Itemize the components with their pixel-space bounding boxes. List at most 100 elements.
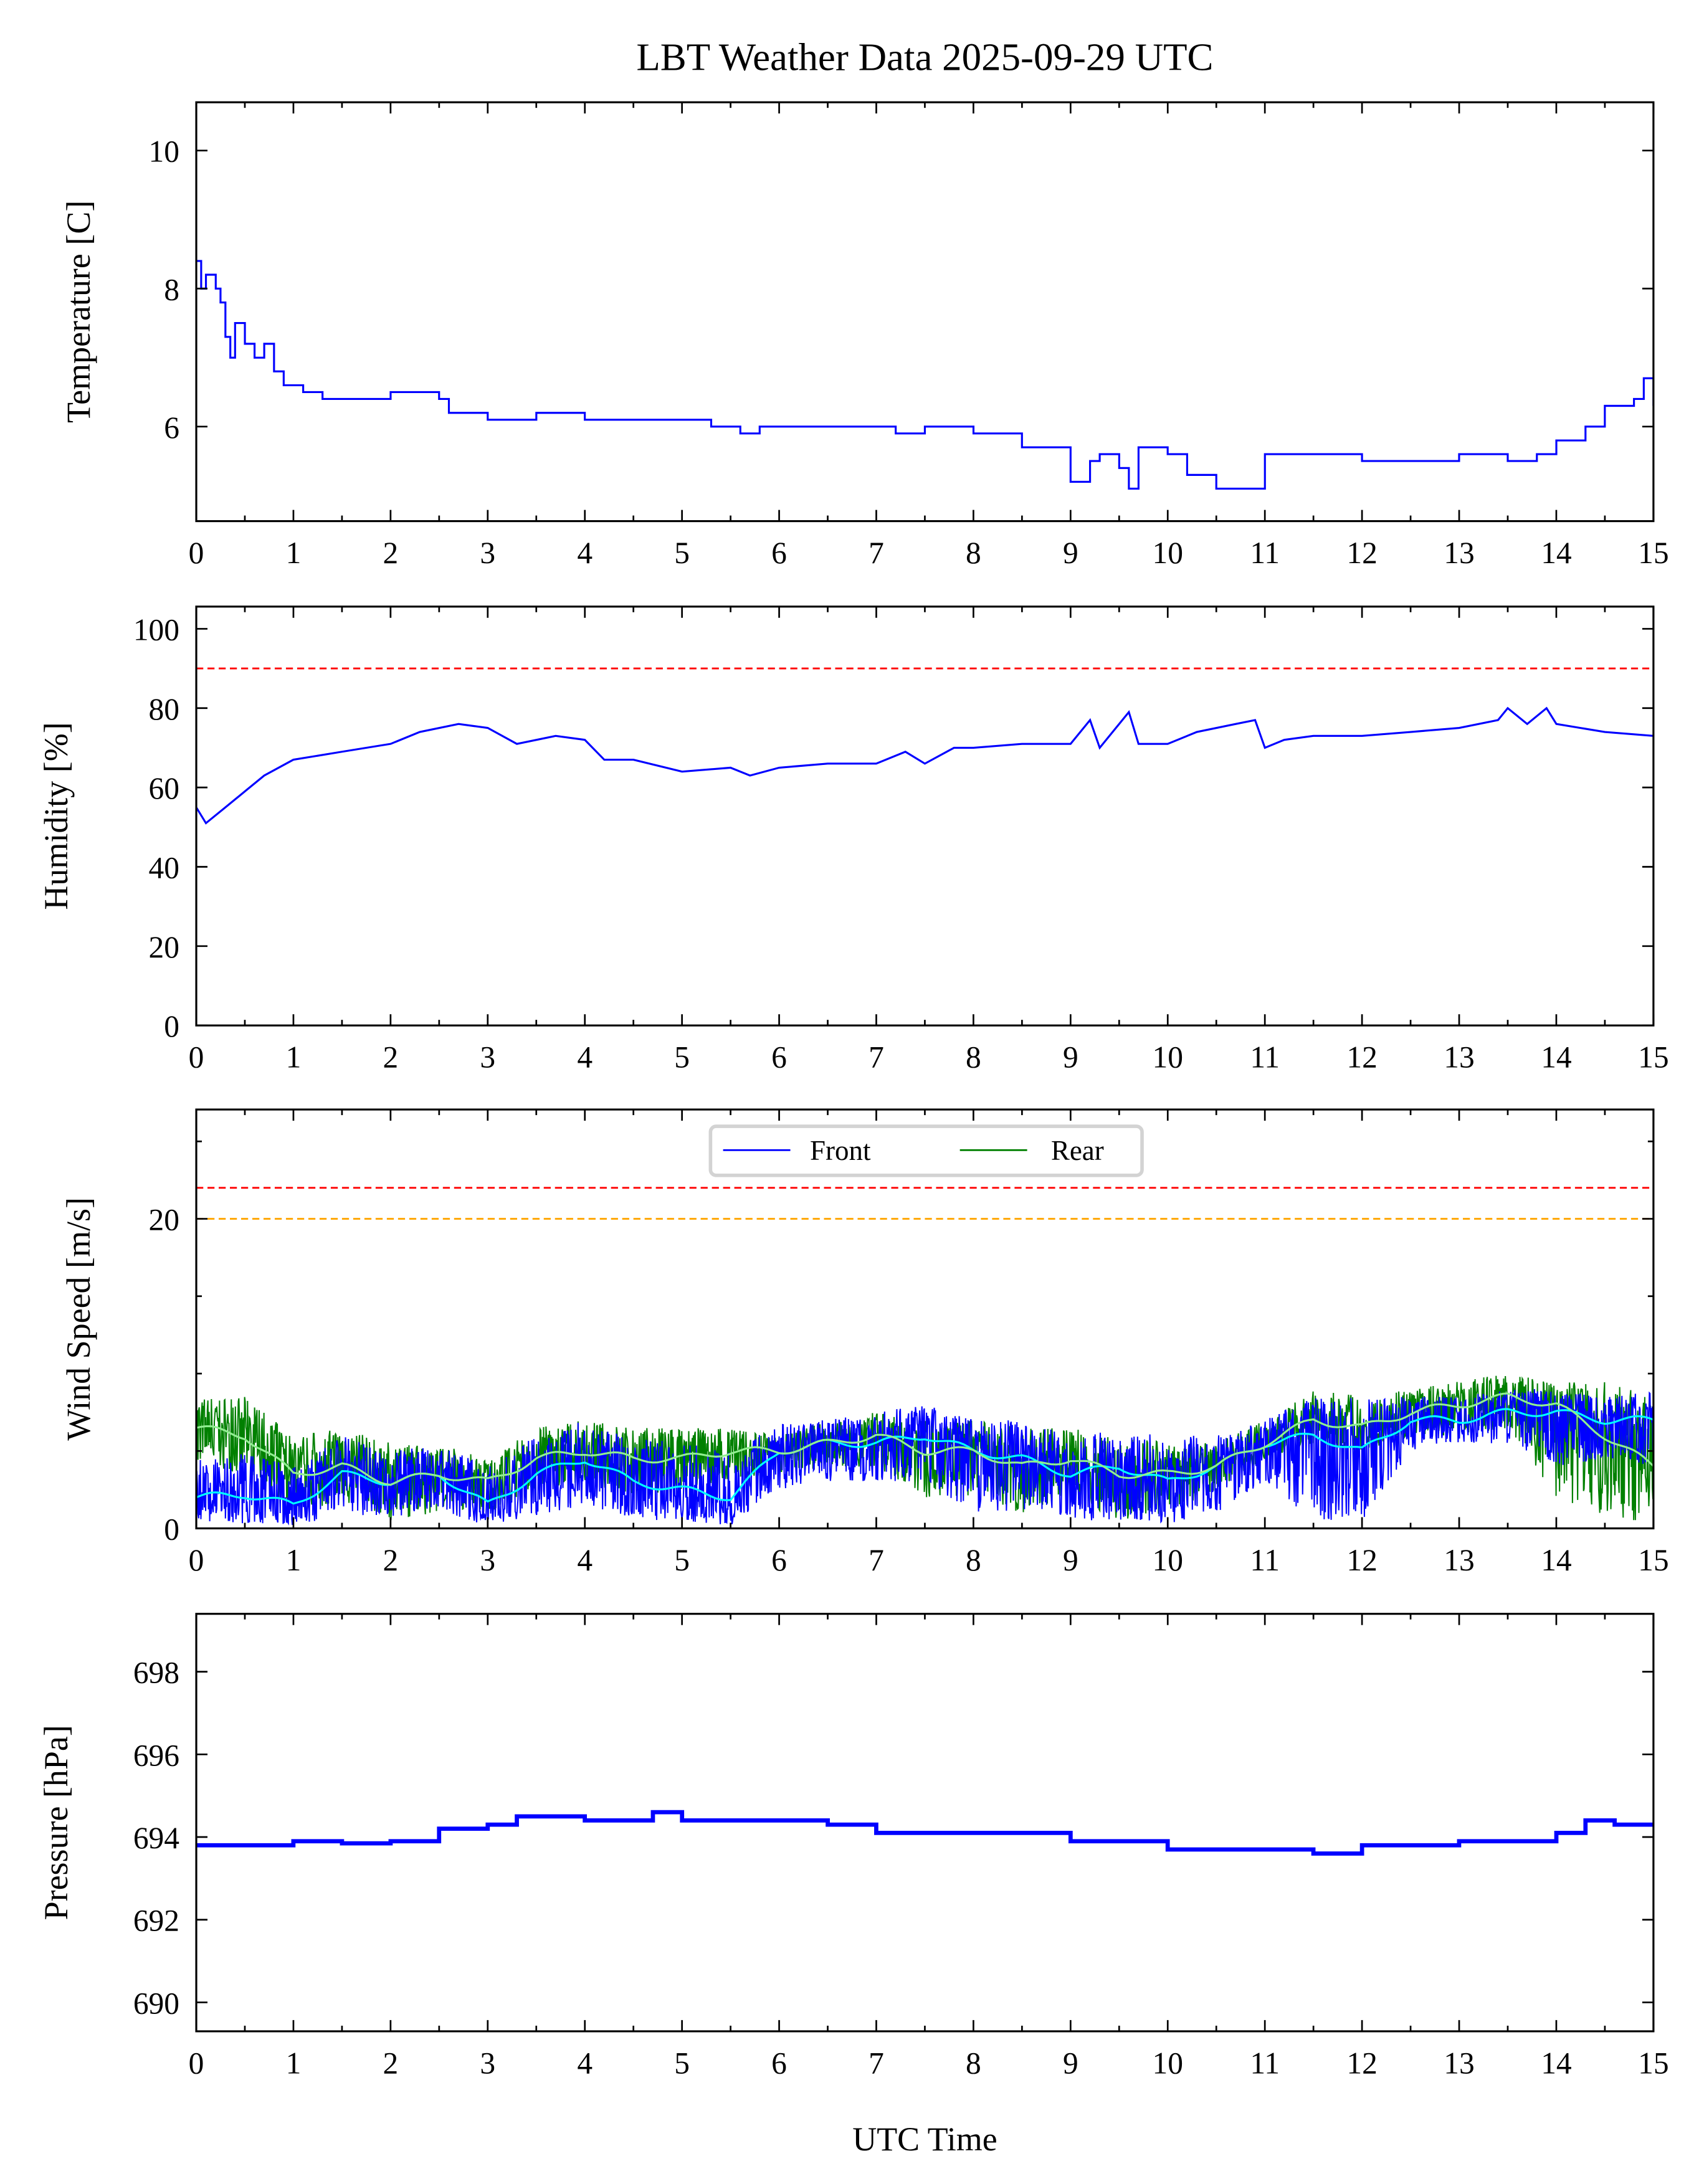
legend-front-label: Front	[810, 1135, 871, 1166]
pressure-axes-frame	[195, 1613, 1655, 2033]
x-tick-label: 12	[1346, 1040, 1377, 1075]
y-tick-label: 0	[164, 1009, 179, 1043]
wind-y-axis-label: Wind Speed [m/s]	[60, 1197, 97, 1441]
x-tick-label: 8	[966, 2046, 981, 2080]
x-tick-label: 6	[771, 1543, 787, 1577]
x-tick-label: 3	[480, 536, 495, 570]
x-tick-label: 2	[383, 2046, 399, 2080]
x-tick-label: 1	[286, 536, 302, 570]
x-tick-label: 8	[966, 1040, 981, 1075]
x-tick-label: 6	[771, 536, 787, 570]
x-tick-label: 10	[1153, 1040, 1183, 1075]
x-tick-label: 3	[480, 1040, 495, 1075]
humidity-y-axis-label: Humidity [%]	[37, 722, 75, 909]
x-tick-label: 13	[1444, 1543, 1474, 1577]
x-tick-label: 10	[1153, 2046, 1183, 2080]
x-tick-label: 15	[1638, 1543, 1668, 1577]
x-tick-label: 12	[1346, 1543, 1377, 1577]
x-tick-label: 11	[1250, 1040, 1280, 1075]
x-tick-label: 8	[966, 1543, 981, 1577]
pressure-plot-area	[196, 1810, 1654, 1856]
x-tick-label: 13	[1444, 2046, 1474, 2080]
humidity-axes-frame	[195, 605, 1655, 1027]
y-tick-label: 0	[164, 1512, 179, 1547]
x-tick-label: 7	[869, 1543, 884, 1577]
x-tick-label: 4	[577, 536, 593, 570]
y-tick-label: 6	[164, 411, 179, 445]
x-tick-label: 0	[189, 536, 204, 570]
x-tick-label: 5	[674, 536, 690, 570]
x-tick-label: 2	[383, 536, 399, 570]
y-tick-label: 100	[133, 612, 179, 647]
pressure-line	[196, 1810, 1654, 1856]
x-tick-label: 14	[1541, 1040, 1571, 1075]
x-tick-label: 1	[286, 1543, 302, 1577]
x-tick-label: 12	[1346, 536, 1377, 570]
pressure-panel: 0 1 2 3 4 5 6 7 8 9 10 11 12 13 14 15690692694696698Pre…	[37, 1613, 1669, 2080]
temperature-axes-frame	[195, 101, 1655, 523]
x-tick-label: 4	[577, 1040, 593, 1075]
x-tick-label: 11	[1250, 536, 1280, 570]
x-tick-label: 7	[869, 2046, 884, 2080]
x-tick-label: 9	[1063, 536, 1078, 570]
y-tick-label: 692	[133, 1904, 179, 1938]
x-tick-label: 10	[1153, 1543, 1183, 1577]
pressure-y-axis-label: Pressure [hPa]	[37, 1725, 75, 1920]
y-tick-label: 20	[149, 930, 179, 964]
temperature-plot-area	[196, 260, 1654, 490]
x-tick-label: 3	[480, 1543, 495, 1577]
wind-rear-mean-line	[196, 1392, 1654, 1486]
x-tick-label: 1	[286, 2046, 302, 2080]
x-tick-label: 11	[1250, 1543, 1280, 1577]
y-tick-label: 60	[149, 771, 179, 805]
x-tick-label: 9	[1063, 1543, 1078, 1577]
x-tick-label: 13	[1444, 536, 1474, 570]
x-axis-label: UTC Time	[852, 2120, 997, 2158]
x-tick-label: 7	[869, 536, 884, 570]
y-tick-label: 696	[133, 1738, 179, 1772]
y-tick-label: 10	[149, 135, 179, 169]
x-tick-label: 0	[189, 2046, 204, 2080]
x-tick-label: 4	[577, 2046, 593, 2080]
humidity-panel: 0 1 2 3 4 5 6 7 8 9 10 11 12 13 14 15020406080100Humidi…	[37, 605, 1669, 1075]
x-tick-label: 1	[286, 1040, 302, 1075]
temperature-line	[196, 260, 1654, 490]
wind-plot-area	[196, 1187, 1654, 1526]
x-tick-label: 13	[1444, 1040, 1474, 1075]
x-tick-label: 8	[966, 536, 981, 570]
x-tick-label: 2	[383, 1543, 399, 1577]
x-tick-label: 6	[771, 1040, 787, 1075]
temperature-y-axis-label: Temperature [C]	[60, 201, 97, 423]
x-tick-label: 14	[1541, 1543, 1571, 1577]
chart-title: LBT Weather Data 2025-09-29 UTC	[636, 35, 1213, 78]
x-tick-label: 0	[189, 1040, 204, 1075]
humidity-line	[196, 706, 1654, 825]
wind-legend: Front Rear	[708, 1124, 1144, 1177]
x-tick-label: 4	[577, 1543, 593, 1577]
y-tick-label: 20	[149, 1203, 179, 1237]
x-tick-label: 11	[1250, 2046, 1280, 2080]
x-tick-label: 3	[480, 2046, 495, 2080]
x-tick-label: 10	[1153, 536, 1183, 570]
x-tick-label: 0	[189, 1543, 204, 1577]
y-tick-label: 8	[164, 272, 179, 306]
legend-rear-label: Rear	[1051, 1135, 1104, 1166]
x-tick-label: 15	[1638, 536, 1668, 570]
x-tick-label: 7	[869, 1040, 884, 1075]
x-tick-label: 5	[674, 1543, 690, 1577]
x-tick-label: 9	[1063, 2046, 1078, 2080]
x-tick-label: 14	[1541, 2046, 1571, 2080]
y-tick-label: 690	[133, 1986, 179, 2020]
wind-front-raw-line	[196, 1389, 1654, 1526]
x-tick-label: 2	[383, 1040, 399, 1075]
x-tick-label: 15	[1638, 1040, 1668, 1075]
y-tick-label: 698	[133, 1656, 179, 1690]
x-tick-label: 6	[771, 2046, 787, 2080]
x-tick-label: 15	[1638, 2046, 1668, 2080]
y-tick-label: 40	[149, 850, 179, 885]
x-tick-label: 5	[674, 2046, 690, 2080]
x-tick-label: 12	[1346, 2046, 1377, 2080]
